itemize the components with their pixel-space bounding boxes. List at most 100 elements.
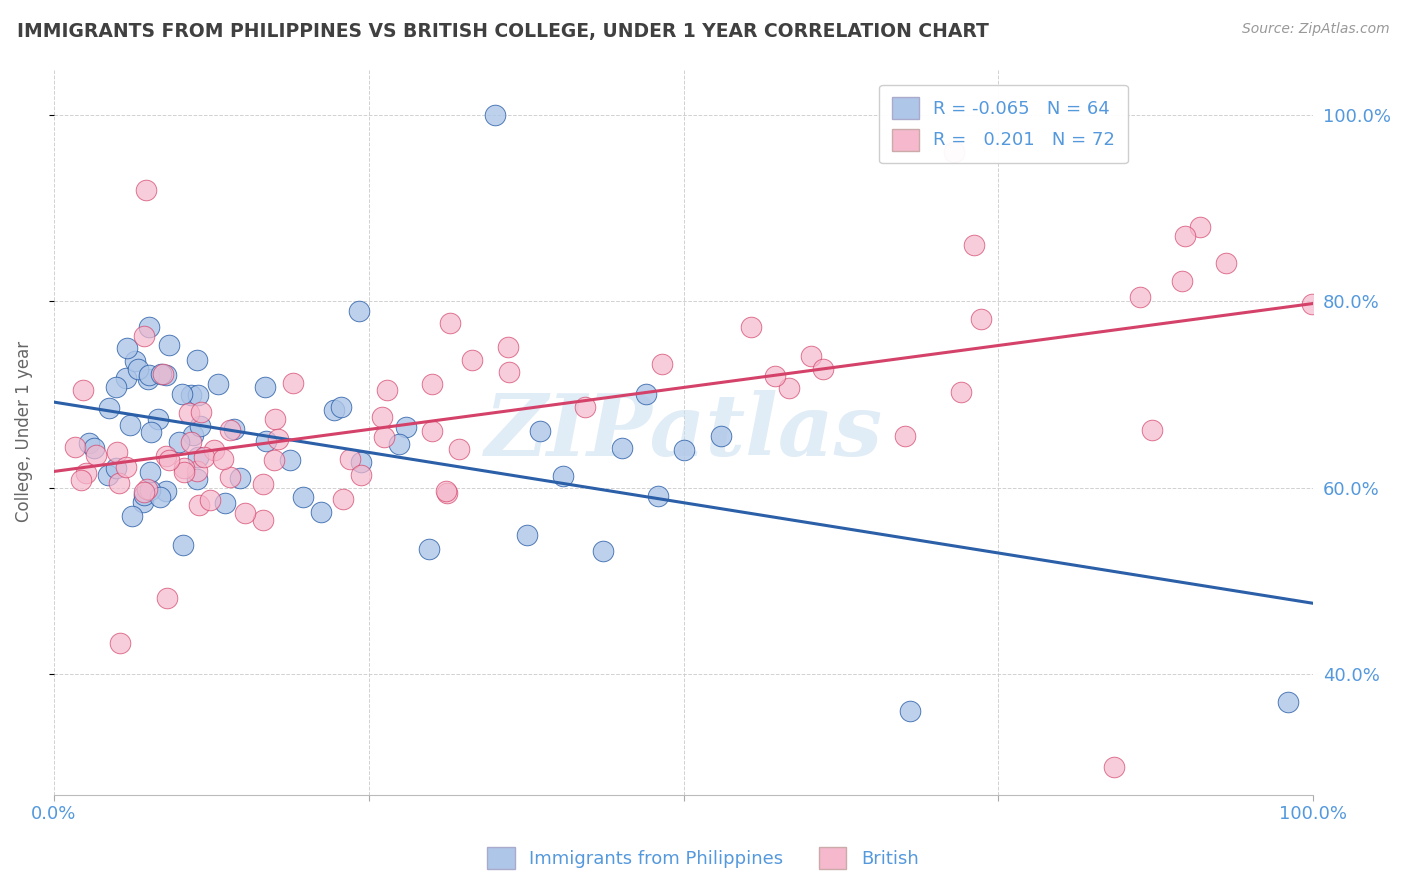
Point bbox=[436, 486, 458, 500]
Y-axis label: College, Under 1 year: College, Under 1 year bbox=[15, 342, 32, 523]
Point bbox=[132, 328, 155, 343]
Point bbox=[72, 383, 94, 397]
Point bbox=[1215, 256, 1237, 270]
Point bbox=[134, 488, 156, 502]
Point bbox=[186, 472, 208, 486]
Point bbox=[167, 435, 190, 450]
Point bbox=[1188, 219, 1211, 234]
Point bbox=[207, 377, 229, 392]
Point bbox=[138, 465, 160, 479]
Point bbox=[252, 476, 274, 491]
Point bbox=[461, 353, 484, 368]
Point bbox=[219, 424, 242, 438]
Point bbox=[77, 436, 100, 450]
Point bbox=[97, 467, 120, 482]
Point bbox=[187, 388, 209, 402]
Point bbox=[156, 591, 179, 606]
Point bbox=[190, 405, 212, 419]
Point bbox=[963, 238, 986, 252]
Point bbox=[132, 485, 155, 500]
Point bbox=[1174, 229, 1197, 244]
Point bbox=[420, 425, 443, 439]
Text: Source: ZipAtlas.com: Source: ZipAtlas.com bbox=[1241, 22, 1389, 37]
Point bbox=[710, 429, 733, 443]
Point bbox=[349, 454, 371, 468]
Point bbox=[898, 704, 921, 718]
Point bbox=[105, 380, 128, 394]
Point bbox=[529, 424, 551, 438]
Point bbox=[124, 354, 146, 368]
Point bbox=[157, 338, 180, 352]
Point bbox=[107, 475, 129, 490]
Point bbox=[647, 489, 669, 503]
Point bbox=[347, 304, 370, 318]
Point bbox=[105, 444, 128, 458]
Point bbox=[894, 428, 917, 442]
Point bbox=[329, 400, 352, 414]
Point bbox=[439, 317, 461, 331]
Point bbox=[212, 452, 235, 467]
Point bbox=[115, 371, 138, 385]
Point bbox=[1129, 290, 1152, 304]
Point bbox=[188, 498, 211, 512]
Point bbox=[186, 352, 208, 367]
Point bbox=[1301, 297, 1323, 311]
Point bbox=[193, 450, 215, 464]
Point bbox=[146, 411, 169, 425]
Point bbox=[778, 380, 800, 394]
Point bbox=[110, 636, 132, 650]
Point bbox=[574, 401, 596, 415]
Point bbox=[253, 380, 276, 394]
Text: ZIPatlas: ZIPatlas bbox=[485, 390, 883, 474]
Point bbox=[323, 403, 346, 417]
Point bbox=[228, 471, 250, 485]
Point bbox=[115, 459, 138, 474]
Point bbox=[157, 453, 180, 467]
Point bbox=[254, 434, 277, 448]
Point bbox=[181, 427, 204, 442]
Point bbox=[420, 376, 443, 391]
Point bbox=[283, 376, 305, 391]
Point bbox=[105, 461, 128, 475]
Point bbox=[970, 312, 993, 326]
Point bbox=[332, 492, 354, 507]
Point bbox=[496, 340, 519, 354]
Point bbox=[138, 320, 160, 334]
Point bbox=[202, 442, 225, 457]
Point bbox=[1277, 695, 1299, 709]
Point bbox=[1102, 760, 1125, 774]
Point bbox=[592, 544, 614, 558]
Point bbox=[388, 437, 411, 451]
Point bbox=[186, 464, 208, 478]
Point bbox=[127, 362, 149, 376]
Point bbox=[173, 461, 195, 475]
Point bbox=[811, 362, 834, 376]
Point bbox=[434, 483, 457, 498]
Point bbox=[484, 108, 506, 122]
Legend: R = -0.065   N = 64, R =   0.201   N = 72: R = -0.065 N = 64, R = 0.201 N = 72 bbox=[879, 85, 1128, 163]
Point bbox=[264, 411, 287, 425]
Point bbox=[198, 493, 221, 508]
Point bbox=[214, 496, 236, 510]
Point bbox=[150, 368, 173, 382]
Point bbox=[139, 483, 162, 497]
Point bbox=[138, 368, 160, 383]
Point bbox=[636, 387, 658, 401]
Point bbox=[136, 482, 159, 496]
Point bbox=[136, 372, 159, 386]
Point bbox=[763, 369, 786, 384]
Point bbox=[188, 419, 211, 434]
Point bbox=[179, 406, 201, 420]
Point bbox=[949, 385, 972, 400]
Point bbox=[155, 449, 177, 463]
Point bbox=[121, 508, 143, 523]
Point bbox=[63, 440, 86, 454]
Point bbox=[395, 420, 418, 434]
Point bbox=[233, 506, 256, 520]
Point bbox=[222, 422, 245, 436]
Point bbox=[187, 450, 209, 465]
Point bbox=[172, 387, 194, 401]
Point bbox=[139, 425, 162, 439]
Point bbox=[418, 541, 440, 556]
Point bbox=[84, 448, 107, 462]
